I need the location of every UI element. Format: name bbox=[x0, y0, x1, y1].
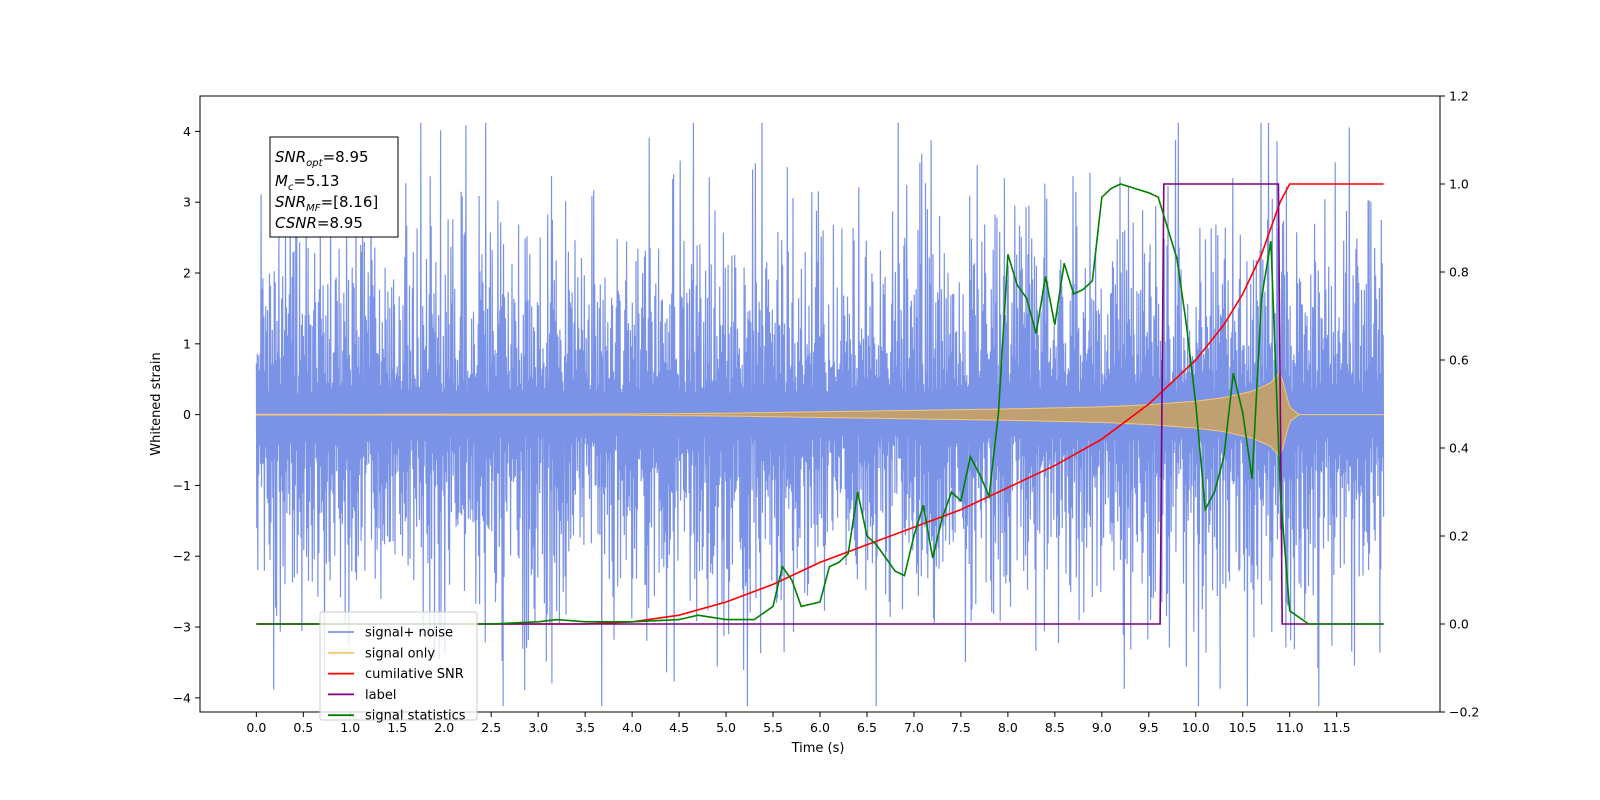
x-tick-label: 11.0 bbox=[1276, 720, 1304, 735]
annotation-snr-opt-main: SNR bbox=[275, 148, 306, 166]
legend-label: label bbox=[365, 688, 396, 703]
y-left-tick-label: −1 bbox=[173, 478, 191, 493]
x-axis-label: Time (s) bbox=[791, 741, 845, 756]
annotation-snr-opt-sub: opt bbox=[306, 158, 323, 169]
series-signal-noise bbox=[255, 122, 1385, 707]
series-signal-only bbox=[255, 372, 1384, 457]
annotation-csnr-value: =8.95 bbox=[317, 214, 363, 232]
y-left-tick-label: −3 bbox=[173, 620, 191, 635]
x-tick-label: 2.5 bbox=[481, 720, 501, 735]
series-label bbox=[256, 183, 1384, 625]
y-right-tick-label: 0.6 bbox=[1449, 353, 1469, 368]
series-cumulative-snr bbox=[256, 183, 1384, 625]
legend: signal+ noise signal only cumilative SNR la… bbox=[319, 611, 478, 724]
annotation-mc-main: M bbox=[275, 172, 288, 190]
legend-label: signal statistics bbox=[365, 709, 466, 724]
x-tick-label: 0.0 bbox=[246, 720, 266, 735]
y-right-tick-label: 0.0 bbox=[1449, 617, 1469, 632]
svg-text:CSNR=8.95: CSNR=8.95 bbox=[275, 214, 363, 232]
x-tick-label: 6.0 bbox=[810, 720, 830, 735]
svg-text:SNRMF=[8.16]: SNRMF=[8.16] bbox=[275, 193, 378, 214]
cumulative-snr-line bbox=[256, 183, 1384, 625]
annotation-snr-opt-value: =8.95 bbox=[323, 148, 369, 166]
x-tick-label: 0.5 bbox=[293, 720, 313, 735]
y-right-tick-label: 0.4 bbox=[1449, 441, 1469, 456]
x-tick-label: 1.0 bbox=[340, 720, 360, 735]
annotation-box: SNRopt=8.95 Mc=5.13 SNRMF=[8.16] CSNR=8.… bbox=[269, 136, 399, 238]
legend-label: signal+ noise bbox=[365, 626, 453, 641]
y-right-tick-label: −0.2 bbox=[1449, 705, 1479, 720]
legend-label: cumilative SNR bbox=[365, 667, 464, 682]
annotation-snr-mf-value: =[8.16] bbox=[321, 193, 379, 211]
y-right-tick-label: 0.8 bbox=[1449, 265, 1469, 280]
y-left-tick-label: 2 bbox=[183, 266, 191, 281]
x-tick-label: 9.0 bbox=[1092, 720, 1112, 735]
svg-text:SNRopt=8.95: SNRopt=8.95 bbox=[275, 148, 369, 169]
annotation-mc-sub: c bbox=[288, 182, 294, 193]
x-tick-label: 10.5 bbox=[1229, 720, 1257, 735]
x-tick-label: 4.5 bbox=[669, 720, 689, 735]
series-signal-statistics bbox=[256, 183, 1384, 625]
y-left-tick-label: 0 bbox=[183, 407, 191, 422]
x-tick-label: 6.5 bbox=[857, 720, 877, 735]
x-tick-label: 7.0 bbox=[904, 720, 924, 735]
y-axis-right: 1.2 1.0 0.8 0.6 0.4 0.2 0.0 −0.2 bbox=[1440, 89, 1479, 720]
y-left-tick-label: 4 bbox=[183, 124, 191, 139]
x-tick-label: 3.0 bbox=[528, 720, 548, 735]
annotation-csnr-main: CSNR bbox=[275, 214, 317, 232]
signal-statistics-line bbox=[256, 183, 1384, 625]
svg-text:Mc=5.13: Mc=5.13 bbox=[275, 172, 339, 193]
annotation-mc-value: =5.13 bbox=[293, 172, 339, 190]
y-left-tick-label: 1 bbox=[183, 336, 191, 351]
x-tick-label: 3.5 bbox=[575, 720, 595, 735]
x-tick-label: 7.5 bbox=[951, 720, 971, 735]
y-left-tick-label: −2 bbox=[173, 549, 191, 564]
x-tick-label: 10.0 bbox=[1182, 720, 1210, 735]
annotation-snr-mf-sub: MF bbox=[306, 203, 321, 214]
x-tick-label: 5.0 bbox=[716, 720, 736, 735]
x-axis: 0.0 0.5 1.0 1.5 2.0 2.5 3.0 3.5 4.0 4.5 5.0 5.5 6.0 6… bbox=[246, 712, 1351, 735]
y-right-tick-label: 1.0 bbox=[1449, 177, 1469, 192]
y-right-tick-label: 1.2 bbox=[1449, 89, 1469, 104]
signal-noise-line bbox=[255, 122, 1385, 707]
y-left-tick-label: −4 bbox=[173, 690, 191, 705]
x-tick-label: 1.5 bbox=[387, 720, 407, 735]
x-tick-label: 2.0 bbox=[434, 720, 454, 735]
x-tick-label: 5.5 bbox=[763, 720, 783, 735]
x-tick-label: 11.5 bbox=[1323, 720, 1351, 735]
x-tick-label: 9.5 bbox=[1139, 720, 1159, 735]
y-right-tick-label: 0.2 bbox=[1449, 529, 1469, 544]
x-tick-label: 8.0 bbox=[998, 720, 1018, 735]
x-tick-label: 8.5 bbox=[1045, 720, 1065, 735]
y-left-tick-label: 3 bbox=[183, 195, 191, 210]
label-line bbox=[256, 183, 1384, 625]
x-tick-label: 4.0 bbox=[622, 720, 642, 735]
legend-label: signal only bbox=[365, 646, 435, 661]
y-axis-label: Whitened strain bbox=[149, 352, 164, 455]
signal-only-band bbox=[255, 372, 1384, 457]
annotation-snr-mf-main: SNR bbox=[275, 193, 306, 211]
y-axis-left: 4 3 2 1 0 −1 −2 −3 −4 bbox=[173, 124, 200, 705]
